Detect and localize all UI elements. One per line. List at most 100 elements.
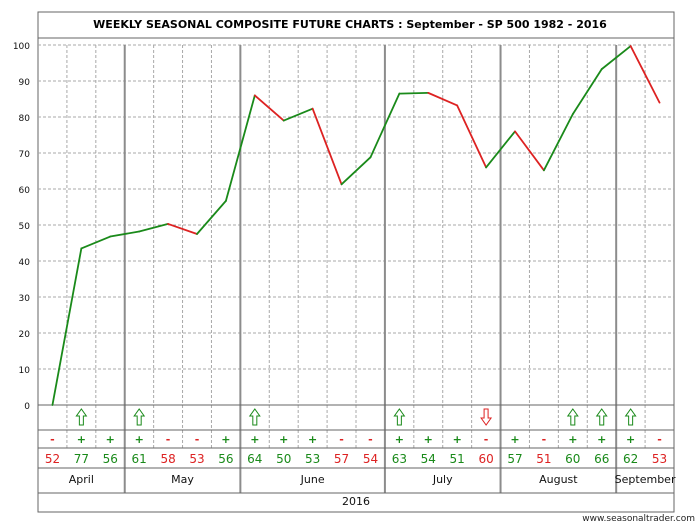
y-tick-label: 70 xyxy=(19,150,31,160)
line-segment xyxy=(456,104,487,169)
sign-label: - xyxy=(195,433,200,446)
percentage-label: 51 xyxy=(450,452,465,466)
up-arrow-icon xyxy=(75,408,88,426)
percentage-label: 53 xyxy=(189,452,204,466)
line-segment xyxy=(369,92,401,159)
sign-label: - xyxy=(50,433,55,446)
percentage-label: 53 xyxy=(305,452,320,466)
percentage-label: 57 xyxy=(507,452,522,466)
sign-label: - xyxy=(657,433,662,446)
line-segment xyxy=(485,130,516,169)
percentage-label: 50 xyxy=(276,452,291,466)
year-label: 2016 xyxy=(342,495,370,508)
sign-label: - xyxy=(484,433,489,446)
chart-title: WEEKLY SEASONAL COMPOSITE FUTURE CHARTS … xyxy=(93,18,607,31)
sign-label: + xyxy=(221,433,230,446)
line-segment xyxy=(398,91,430,95)
sign-label: + xyxy=(106,433,115,446)
watermark: www.seasonaltrader.com xyxy=(582,514,695,524)
down-arrow-icon xyxy=(480,408,493,426)
up-arrow-icon xyxy=(393,408,406,426)
percentage-label: 77 xyxy=(74,452,89,466)
y-tick-label: 10 xyxy=(19,366,31,376)
percentage-label: 51 xyxy=(536,452,551,466)
y-axis: 0 10 20 30 40 50 60 70 80 90 100 xyxy=(13,42,30,412)
sign-label: - xyxy=(339,433,344,446)
line-segment xyxy=(225,94,256,202)
month-label: September xyxy=(615,473,676,486)
sign-label: + xyxy=(308,433,317,446)
y-tick-label: 20 xyxy=(19,330,31,340)
line-segment xyxy=(196,199,227,235)
percentage-label: 61 xyxy=(132,452,147,466)
month-label: June xyxy=(300,473,325,486)
line-segment xyxy=(80,235,112,250)
line-segment xyxy=(282,107,314,122)
percentage-label: 54 xyxy=(421,452,436,466)
y-tick-label: 100 xyxy=(13,42,30,52)
y-tick-label: 60 xyxy=(19,186,31,196)
month-label: April xyxy=(69,473,94,486)
y-tick-label: 50 xyxy=(19,222,31,232)
sign-label: + xyxy=(453,433,462,446)
up-arrow-icon xyxy=(248,408,261,426)
sign-label: + xyxy=(424,433,433,446)
sign-label: + xyxy=(135,433,144,446)
percentage-label: 64 xyxy=(247,452,262,466)
sign-label: - xyxy=(542,433,547,446)
up-arrow-icon xyxy=(566,408,579,426)
y-tick-label: 80 xyxy=(19,114,31,124)
percentage-label: 56 xyxy=(103,452,118,466)
percentage-label: 60 xyxy=(565,452,580,466)
y-tick-label: 30 xyxy=(19,294,31,304)
percentage-label: 66 xyxy=(594,452,609,466)
line-segment xyxy=(571,68,603,116)
month-separators xyxy=(123,45,618,493)
month-label: May xyxy=(171,473,194,486)
percentage-label: 62 xyxy=(623,452,638,466)
sign-label: + xyxy=(510,433,519,446)
signal-table: - 52 +77 +56 +61 - 58 - 53 +56 +64 +50 +53 - 57 - 54 +63 +… xyxy=(38,404,676,508)
line-segment xyxy=(253,94,285,122)
up-arrow-icon xyxy=(624,408,637,426)
line-segment xyxy=(600,45,632,71)
up-arrow-icon xyxy=(595,408,608,426)
line-segment xyxy=(340,156,372,186)
line-segment xyxy=(167,223,198,235)
sign-label: + xyxy=(250,433,259,446)
line-segment xyxy=(109,230,141,238)
y-tick-label: 0 xyxy=(24,402,30,412)
percentage-label: 60 xyxy=(478,452,493,466)
outer-frame xyxy=(37,11,675,513)
month-label: July xyxy=(432,473,453,486)
y-tick-label: 40 xyxy=(19,258,31,268)
sign-label: - xyxy=(368,433,373,446)
percentage-label: 63 xyxy=(392,452,407,466)
line-segment xyxy=(51,247,83,406)
percentage-label: 57 xyxy=(334,452,349,466)
percentage-label: 52 xyxy=(45,452,60,466)
y-tick-label: 90 xyxy=(19,78,31,88)
line-segment xyxy=(311,107,343,186)
line-segment xyxy=(514,130,545,172)
seasonal-line xyxy=(51,45,661,406)
sign-label: + xyxy=(395,433,404,446)
sign-label: + xyxy=(279,433,288,446)
sign-label: + xyxy=(597,433,606,446)
line-segment xyxy=(427,91,459,107)
sign-label: + xyxy=(568,433,577,446)
sign-label: - xyxy=(166,433,171,446)
percentage-label: 53 xyxy=(652,452,667,466)
up-arrow-icon xyxy=(133,408,146,426)
line-segment xyxy=(138,223,169,233)
percentage-label: 58 xyxy=(160,452,175,466)
line-segment xyxy=(629,45,661,104)
month-label: August xyxy=(539,473,578,486)
sign-label: + xyxy=(626,433,635,446)
percentage-label: 54 xyxy=(363,452,378,466)
line-segment xyxy=(543,113,574,172)
percentage-label: 56 xyxy=(218,452,233,466)
